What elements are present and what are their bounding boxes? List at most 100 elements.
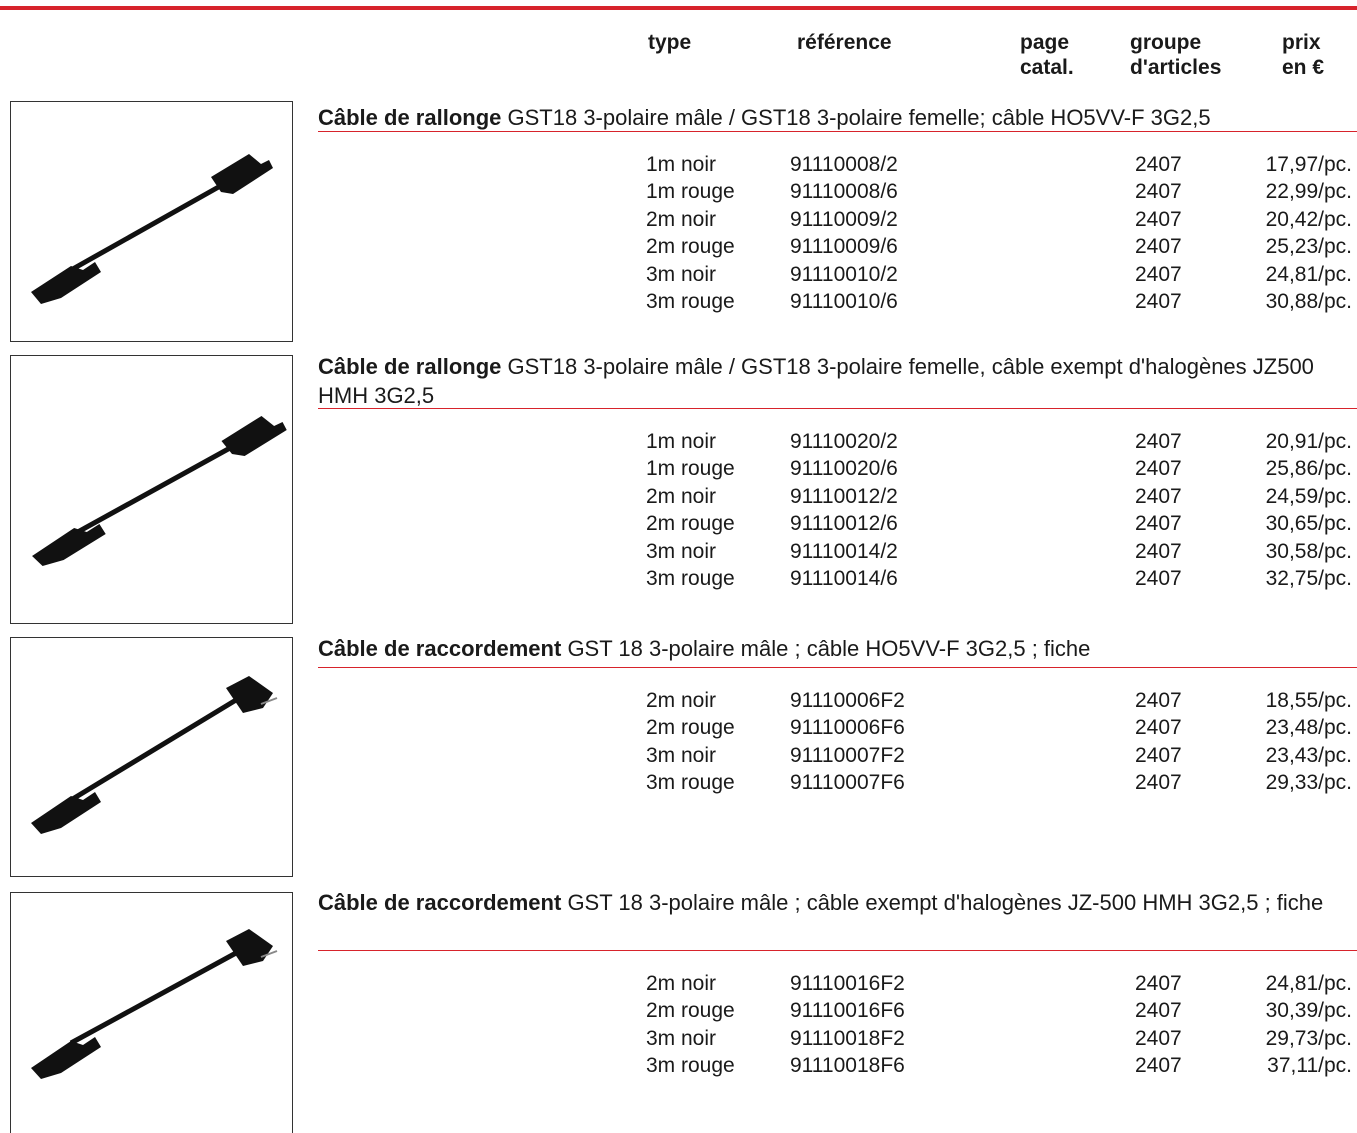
price-cell: 29,33/pc. [1265, 771, 1352, 795]
group-cell: 2407 [1135, 567, 1182, 590]
reference-cell: 91110009/6 [790, 235, 898, 259]
reference-cell: 91110016F2 [790, 972, 905, 995]
reference-cell: 91110018F6 [790, 1054, 905, 1078]
column-header: type [648, 31, 692, 54]
top-rule [0, 6, 1357, 10]
type-cell: 3m noir [646, 743, 717, 767]
column-header: prix [1282, 31, 1321, 54]
column-header: d'articles [1130, 56, 1222, 79]
type-cell: 2m noir [646, 689, 717, 712]
section-title: Câble de raccordement GST 18 3-polaire m… [318, 888, 1353, 917]
reference-cell: 91110006F2 [790, 689, 905, 712]
reference-cell: 91110010/2 [790, 262, 898, 286]
type-cell: 3m noir [646, 539, 717, 563]
price-cell: 30,65/pc. [1265, 512, 1352, 536]
reference-cell: 91110007F2 [790, 743, 905, 767]
price-cell: 25,86/pc. [1265, 457, 1352, 481]
type-cell: 2m rouge [646, 235, 735, 259]
reference-cell: 91110007F6 [790, 771, 905, 795]
reference-cell: 91110014/2 [790, 539, 898, 563]
column-header: groupe [1130, 31, 1202, 54]
group-cell: 2407 [1135, 743, 1182, 767]
reference-cell: 91110016F6 [790, 999, 905, 1023]
group-cell: 2407 [1135, 512, 1182, 536]
group-cell: 2407 [1135, 235, 1182, 259]
title-text: GST18 3-polaire mâle / GST18 3-polaire f… [318, 354, 1314, 408]
reference-cell: 91110020/6 [790, 457, 898, 481]
price-cell: 22,99/pc. [1265, 180, 1352, 204]
price-cell: 23,48/pc. [1265, 716, 1352, 740]
group-cell: 2407 [1135, 430, 1182, 453]
type-cell: 2m noir [646, 484, 717, 508]
group-cell: 2407 [1135, 290, 1182, 313]
group-cell: 2407 [1135, 484, 1182, 508]
type-cell: 2m noir [646, 972, 717, 995]
group-cell: 2407 [1135, 999, 1182, 1023]
reference-cell: 91110006F6 [790, 716, 905, 740]
type-cell: 3m rouge [646, 290, 735, 313]
type-cell: 1m rouge [646, 180, 735, 204]
group-cell: 2407 [1135, 262, 1182, 286]
group-cell: 2407 [1135, 457, 1182, 481]
type-cell: 2m noir [646, 207, 717, 231]
group-cell: 2407 [1135, 207, 1182, 231]
price-cell: 30,58/pc. [1265, 539, 1352, 563]
group-cell: 2407 [1135, 153, 1182, 176]
group-cell: 2407 [1135, 1026, 1182, 1050]
section-title: Câble de rallonge GST18 3-polaire mâle /… [318, 352, 1353, 410]
type-cell: 1m rouge [646, 457, 735, 481]
title-text: GST18 3-polaire mâle / GST18 3-polaire f… [507, 105, 1211, 130]
group-cell: 2407 [1135, 972, 1182, 995]
reference-cell: 91110009/2 [790, 207, 898, 231]
price-cell: 18,55/pc. [1265, 689, 1352, 712]
type-cell: 2m rouge [646, 716, 735, 740]
price-cell: 29,73/pc. [1265, 1026, 1352, 1050]
section-rule [318, 131, 1357, 132]
reference-cell: 91110008/6 [790, 180, 898, 204]
reference-cell: 91110018F2 [790, 1026, 905, 1050]
price-cell: 30,39/pc. [1265, 999, 1352, 1023]
group-cell: 2407 [1135, 771, 1182, 795]
group-cell: 2407 [1135, 1054, 1182, 1078]
reference-cell: 91110012/6 [790, 512, 898, 536]
reference-cell: 91110012/2 [790, 484, 898, 508]
title-text: GST 18 3-polaire mâle ; câble HO5VV-F 3G… [567, 636, 1091, 661]
type-cell: 3m noir [646, 1026, 717, 1050]
section-rule [318, 667, 1357, 668]
title-bold: Câble de raccordement [318, 636, 562, 661]
group-cell: 2407 [1135, 689, 1182, 712]
section-title: Câble de raccordement GST 18 3-polaire m… [318, 634, 1353, 663]
price-cell: 24,59/pc. [1265, 484, 1352, 508]
price-cell: 37,11/pc. [1267, 1054, 1352, 1078]
type-cell: 1m noir [646, 430, 717, 453]
price-cell: 20,42/pc. [1265, 207, 1352, 231]
reference-cell: 91110010/6 [790, 290, 898, 313]
reference-cell: 91110008/2 [790, 153, 898, 176]
price-cell: 32,75/pc. [1265, 567, 1352, 590]
type-cell: 3m rouge [646, 567, 735, 590]
section-rule [318, 950, 1357, 951]
section-rule [318, 408, 1357, 409]
column-header: page [1020, 31, 1070, 54]
title-bold: Câble de raccordement [318, 890, 562, 915]
product-image [10, 892, 293, 1133]
title-bold: Câble de rallonge [318, 354, 502, 379]
group-cell: 2407 [1135, 539, 1182, 563]
title-bold: Câble de rallonge [318, 105, 502, 130]
type-cell: 2m rouge [646, 512, 735, 536]
product-image [10, 101, 293, 342]
product-image [10, 637, 293, 877]
type-cell: 3m rouge [646, 1054, 735, 1078]
group-cell: 2407 [1135, 716, 1182, 740]
price-cell: 23,43/pc. [1265, 743, 1352, 767]
price-cell: 24,81/pc. [1265, 972, 1352, 995]
column-header: catal. [1020, 56, 1074, 79]
column-header: en € [1282, 56, 1325, 79]
type-cell: 1m noir [646, 153, 717, 176]
title-text: GST 18 3-polaire mâle ; câble exempt d'h… [567, 890, 1324, 915]
price-cell: 24,81/pc. [1265, 262, 1352, 286]
price-cell: 20,91/pc. [1265, 430, 1352, 453]
group-cell: 2407 [1135, 180, 1182, 204]
reference-cell: 91110020/2 [790, 430, 898, 453]
